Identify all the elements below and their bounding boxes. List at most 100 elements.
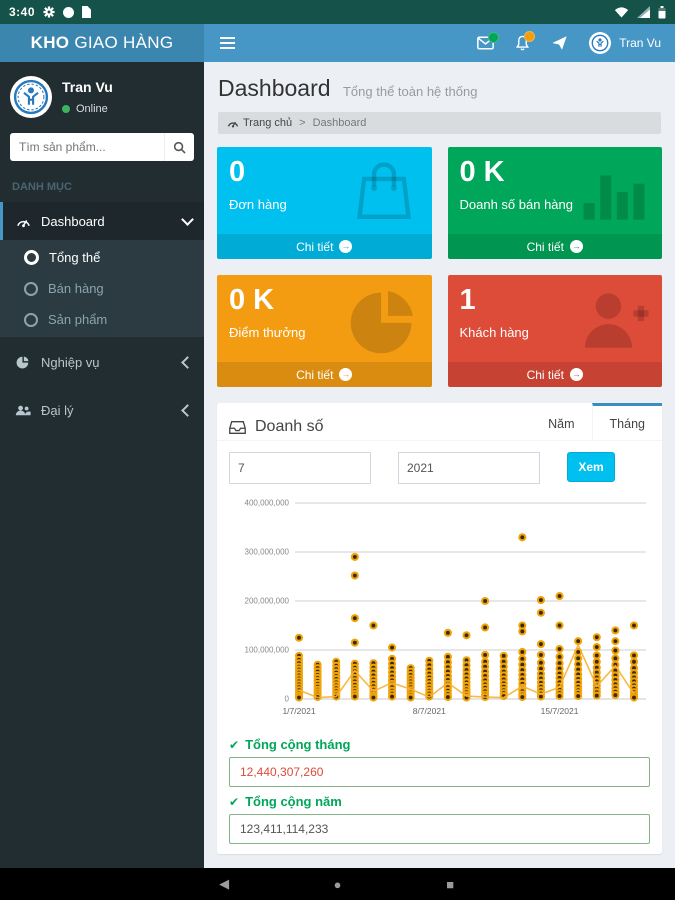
scatter-point xyxy=(481,623,490,632)
recents-button[interactable]: ■ xyxy=(446,876,455,892)
page-subtitle: Tổng thể toàn hệ thống xyxy=(342,84,478,99)
messages-menu-button[interactable] xyxy=(477,32,500,50)
app-logo[interactable]: KHO GIAO HÀNG xyxy=(0,24,204,62)
breadcrumb-home-link[interactable]: Trang chủ xyxy=(227,117,292,129)
sales-scatter-chart: 0 100,000,000 200,000,000 300,000,000 400,00… xyxy=(217,493,662,730)
scatter-point xyxy=(406,693,415,702)
scatter-point xyxy=(294,693,304,702)
tab-month[interactable]: Tháng xyxy=(591,403,662,440)
scatter-point xyxy=(611,637,620,646)
total-month-field[interactable]: 12,440,307,260 xyxy=(229,757,650,787)
sidebar-user-panel[interactable]: Tran Vu Online xyxy=(0,62,204,131)
info-box-points: 0 K Điểm thưởng Chi tiết → xyxy=(217,275,432,387)
scatter-point xyxy=(555,692,564,701)
battery-icon xyxy=(658,5,666,19)
brand-rest: GIAO HÀNG xyxy=(74,33,174,52)
sales-panel-header: Doanh số Năm Tháng xyxy=(217,403,662,441)
info-box-value: 0 K xyxy=(459,156,505,188)
month-input[interactable] xyxy=(229,452,371,484)
chevron-down-icon xyxy=(181,213,194,226)
sidebar-toggle-button[interactable] xyxy=(204,24,250,62)
pie-chart-icon xyxy=(15,354,31,370)
dashboard-icon xyxy=(227,121,239,128)
x-tick-label: 15/7/2021 xyxy=(541,706,579,716)
scatter-point xyxy=(350,692,359,701)
user-plus-icon xyxy=(578,285,650,355)
info-box-detail-link[interactable]: Chi tiết → xyxy=(217,234,432,259)
y-tick-label: 100,000,000 xyxy=(245,646,290,655)
user-menu-button[interactable]: Tran Vu xyxy=(589,32,661,54)
scatter-point xyxy=(592,633,601,642)
info-box-detail-link[interactable]: Chi tiết → xyxy=(447,234,662,259)
x-tick-label: 8/7/2021 xyxy=(413,706,446,716)
scatter-point xyxy=(592,691,601,700)
circle-icon xyxy=(24,250,39,265)
info-box-detail-link[interactable]: Chi tiết → xyxy=(447,362,662,387)
info-box-label: Khách hàng xyxy=(459,324,529,340)
sidebar-item-label: Sản phẩm xyxy=(48,312,108,327)
scatter-point xyxy=(369,621,378,630)
sidebar-item-label: Tổng thể xyxy=(49,250,101,265)
sales-panel-title: Doanh số xyxy=(217,403,324,440)
scatter-point xyxy=(611,646,620,655)
chevron-left-icon xyxy=(181,355,194,369)
total-month-value: 12,440,307,260 xyxy=(240,765,324,779)
shopping-bag-icon xyxy=(348,157,420,227)
sidebar-search xyxy=(10,133,194,161)
search-input[interactable] xyxy=(10,133,164,161)
scatter-point xyxy=(481,596,490,606)
info-box-orders: 0 Đơn hàng Chi tiết → xyxy=(217,147,432,259)
scatter-point xyxy=(629,657,639,666)
wifi-icon xyxy=(614,6,629,18)
sidebar-item-nghiep-vu[interactable]: Nghiệp vụ xyxy=(0,343,204,381)
content-area: Dashboard Tổng thể toàn hệ thống Trang c… xyxy=(204,62,675,868)
scatter-point xyxy=(388,692,397,701)
send-menu-button[interactable] xyxy=(551,35,568,51)
check-icon: ✔ xyxy=(229,794,240,809)
info-box-value: 0 xyxy=(229,156,246,188)
year-input[interactable] xyxy=(398,452,540,484)
scatter-point xyxy=(443,692,452,702)
sidebar-username: Tran Vu xyxy=(62,79,113,95)
view-button[interactable]: Xem xyxy=(567,452,615,482)
notifications-menu-button[interactable] xyxy=(515,31,536,51)
total-year-field[interactable]: 123,411,114,233 xyxy=(229,814,650,844)
info-box-value: 1 xyxy=(459,284,476,316)
scatter-point xyxy=(518,647,527,657)
scatter-point xyxy=(518,692,527,702)
status-time: 3:40 xyxy=(9,5,36,19)
sidebar-item-dai-ly[interactable]: Đại lý xyxy=(0,391,204,429)
sidebar-item-ban-hang[interactable]: Bán hàng xyxy=(0,273,204,304)
back-button[interactable]: ◀ xyxy=(219,876,230,891)
home-button[interactable]: ● xyxy=(333,876,342,892)
y-tick-label: 300,000,000 xyxy=(245,548,290,557)
sidebar-section-label: DANH MỤC xyxy=(12,181,72,193)
status-left: 3:40 xyxy=(9,5,92,19)
tab-year[interactable]: Năm xyxy=(548,417,575,431)
sidebar-item-san-pham[interactable]: Sản phẩm xyxy=(0,304,204,335)
sidebar-item-label: Nghiệp vụ xyxy=(41,354,100,370)
android-status-bar: 3:40 xyxy=(0,0,675,24)
sidebar-item-tong-the[interactable]: Tổng thể xyxy=(0,242,204,273)
sidebar-item-label: Đại lý xyxy=(41,402,74,418)
scatter-point xyxy=(462,631,471,640)
sidebar-item-dashboard[interactable]: Dashboard xyxy=(0,202,204,240)
sim-card-icon xyxy=(82,6,92,18)
pie-chart-icon xyxy=(348,285,420,355)
info-box-detail-link[interactable]: Chi tiết → xyxy=(217,362,432,387)
search-icon xyxy=(173,141,186,154)
page-title: Dashboard xyxy=(218,75,331,101)
info-box-sales: 0 K Doanh số bán hàng Chi tiết → xyxy=(447,147,662,259)
scatter-point xyxy=(629,693,639,702)
scatter-point xyxy=(294,633,304,642)
brand-bold: KHO xyxy=(30,33,70,52)
search-button[interactable] xyxy=(164,133,194,161)
scatter-point xyxy=(611,654,620,663)
online-label: Online xyxy=(76,103,108,115)
scatter-point xyxy=(518,627,527,636)
scatter-point xyxy=(536,640,545,649)
status-right xyxy=(614,5,666,19)
dashboard-icon xyxy=(15,213,31,229)
x-tick-label: 1/7/2021 xyxy=(282,706,315,716)
